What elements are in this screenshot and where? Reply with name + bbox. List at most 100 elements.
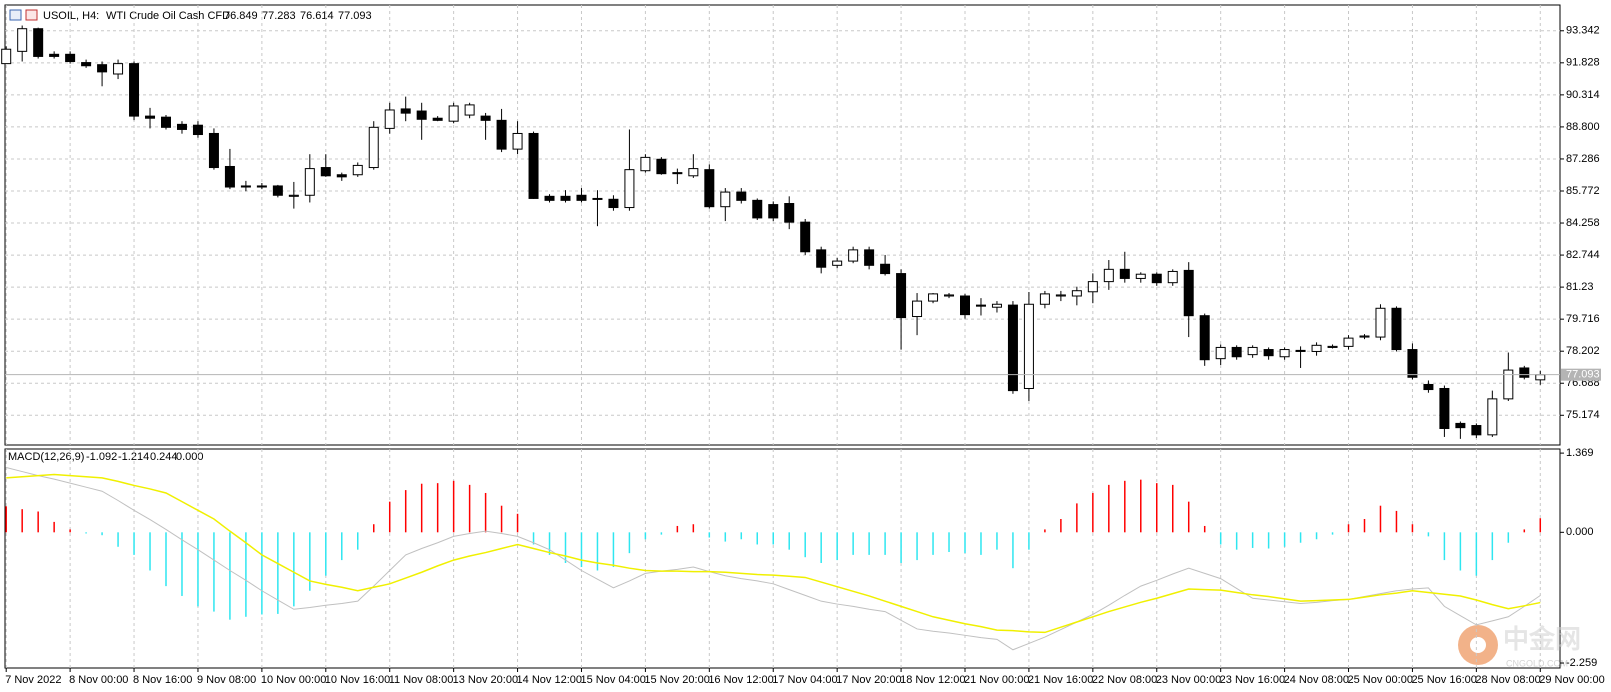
candle-body [928, 293, 939, 302]
candle-body [256, 185, 267, 188]
candle-body [224, 165, 235, 188]
x-tick-label: 15 Nov 20:00 [644, 674, 709, 686]
extra-value: 0.000 [176, 451, 204, 463]
signal-line [6, 473, 1541, 634]
description: WTI Crude Oil Cash CFD [106, 10, 230, 22]
candle-body [1055, 294, 1066, 297]
candle-body [1215, 346, 1226, 360]
candle-body [704, 169, 715, 208]
x-tick-label: 10 Nov 00:00 [261, 674, 326, 686]
x-tick-label: 13 Nov 20:00 [453, 674, 518, 686]
watermark-text: 中金网 [1503, 624, 1581, 654]
x-tick-label: 23 Nov 00:00 [1156, 674, 1221, 686]
candle-body [240, 185, 251, 188]
candle-body [864, 249, 875, 266]
candle-body [496, 119, 507, 150]
candle-body [384, 109, 395, 129]
candle-body [816, 249, 827, 268]
candle-body [1199, 315, 1210, 361]
candle-body [736, 191, 747, 201]
watermark-logo-inner [1470, 637, 1486, 653]
candle-body [1471, 425, 1482, 436]
candle-body [129, 63, 140, 117]
macd-value: -1.092 [86, 451, 117, 463]
y-tick-label: 85.772 [1566, 185, 1600, 197]
candle-body [1183, 269, 1194, 317]
x-tick-label: 15 Nov 04:00 [580, 674, 645, 686]
candle-body [1375, 307, 1386, 338]
candle-body [1407, 349, 1418, 378]
x-tick-label: 25 Nov 00:00 [1348, 674, 1413, 686]
y-tick-label: 90.314 [1566, 89, 1600, 101]
candle-body [608, 198, 619, 209]
icon [25, 9, 38, 21]
symbol: USOIL, H4: [43, 10, 99, 22]
candle-body [1295, 349, 1306, 352]
candle-body [560, 195, 571, 201]
candle-body [81, 62, 92, 67]
candle-body [1071, 290, 1082, 297]
candle-body [49, 53, 60, 57]
candle-body [1087, 281, 1098, 293]
candle-body [1327, 345, 1338, 348]
x-tick-label: 8 Nov 16:00 [133, 674, 192, 686]
candle-body [1023, 303, 1034, 389]
x-tick-label: 23 Nov 16:00 [1220, 674, 1285, 686]
y-tick-label: 87.286 [1566, 153, 1600, 165]
candle-body [1151, 273, 1162, 284]
candle-body [1343, 337, 1354, 347]
candle-body [512, 132, 523, 150]
candle-body [784, 203, 795, 223]
candle-body [1359, 335, 1370, 338]
x-tick-label: 21 Nov 00:00 [964, 674, 1029, 686]
candle-body [368, 126, 379, 169]
candle-body [192, 124, 203, 136]
candle-body [1279, 349, 1290, 358]
candle-body [656, 158, 667, 175]
candle-body [304, 168, 315, 196]
candle-body [1135, 273, 1146, 279]
y-tick-label: 88.800 [1566, 121, 1600, 133]
candle-body [752, 199, 763, 219]
price-panel-frame [4, 4, 1561, 446]
y-tick-label: 91.828 [1566, 57, 1600, 69]
y-tick-label: 84.258 [1566, 217, 1600, 229]
candle-body [272, 185, 283, 196]
candle-body [400, 108, 411, 114]
candle-body [1535, 374, 1546, 381]
candle-body [336, 174, 347, 178]
candle-body [1103, 268, 1114, 283]
candle-body [464, 104, 475, 116]
candle-body [145, 115, 156, 119]
candle-body [1247, 346, 1258, 356]
x-tick-label: 14 Nov 12:00 [517, 674, 582, 686]
candle-body [896, 273, 907, 319]
candle-body [176, 123, 187, 130]
watermark: 中金网 CNGOLD.COM [1458, 624, 1581, 668]
x-tick-label: 28 Nov 08:00 [1475, 674, 1540, 686]
x-tick-label: 17 Nov 20:00 [836, 674, 901, 686]
y-tick-label: 93.342 [1566, 25, 1600, 37]
candle-body [17, 28, 28, 52]
candle-body [1439, 387, 1450, 429]
y-tick-label: 78.202 [1566, 345, 1600, 357]
candle-body [800, 221, 811, 253]
x-tick-label: 22 Nov 08:00 [1092, 674, 1157, 686]
x-tick-label: 17 Nov 04:00 [772, 674, 837, 686]
candle-body [65, 53, 76, 63]
x-tick-label: 11 Nov 08:00 [389, 674, 454, 686]
header-high: 77.283 [262, 10, 296, 22]
y-tick-label: 82.744 [1566, 249, 1600, 261]
x-tick-label: 24 Nov 08:00 [1284, 674, 1349, 686]
macd-panel-frame [4, 448, 1561, 669]
candle-body [880, 263, 891, 275]
candle-body [640, 156, 651, 172]
candle-body [768, 204, 779, 219]
candle-body [975, 304, 986, 307]
candle-body [97, 64, 108, 73]
candle-body [1519, 367, 1530, 378]
y-tick-label: 79.716 [1566, 313, 1600, 325]
macd-line [6, 467, 1541, 651]
x-tick-label: 10 Nov 16:00 [325, 674, 390, 686]
